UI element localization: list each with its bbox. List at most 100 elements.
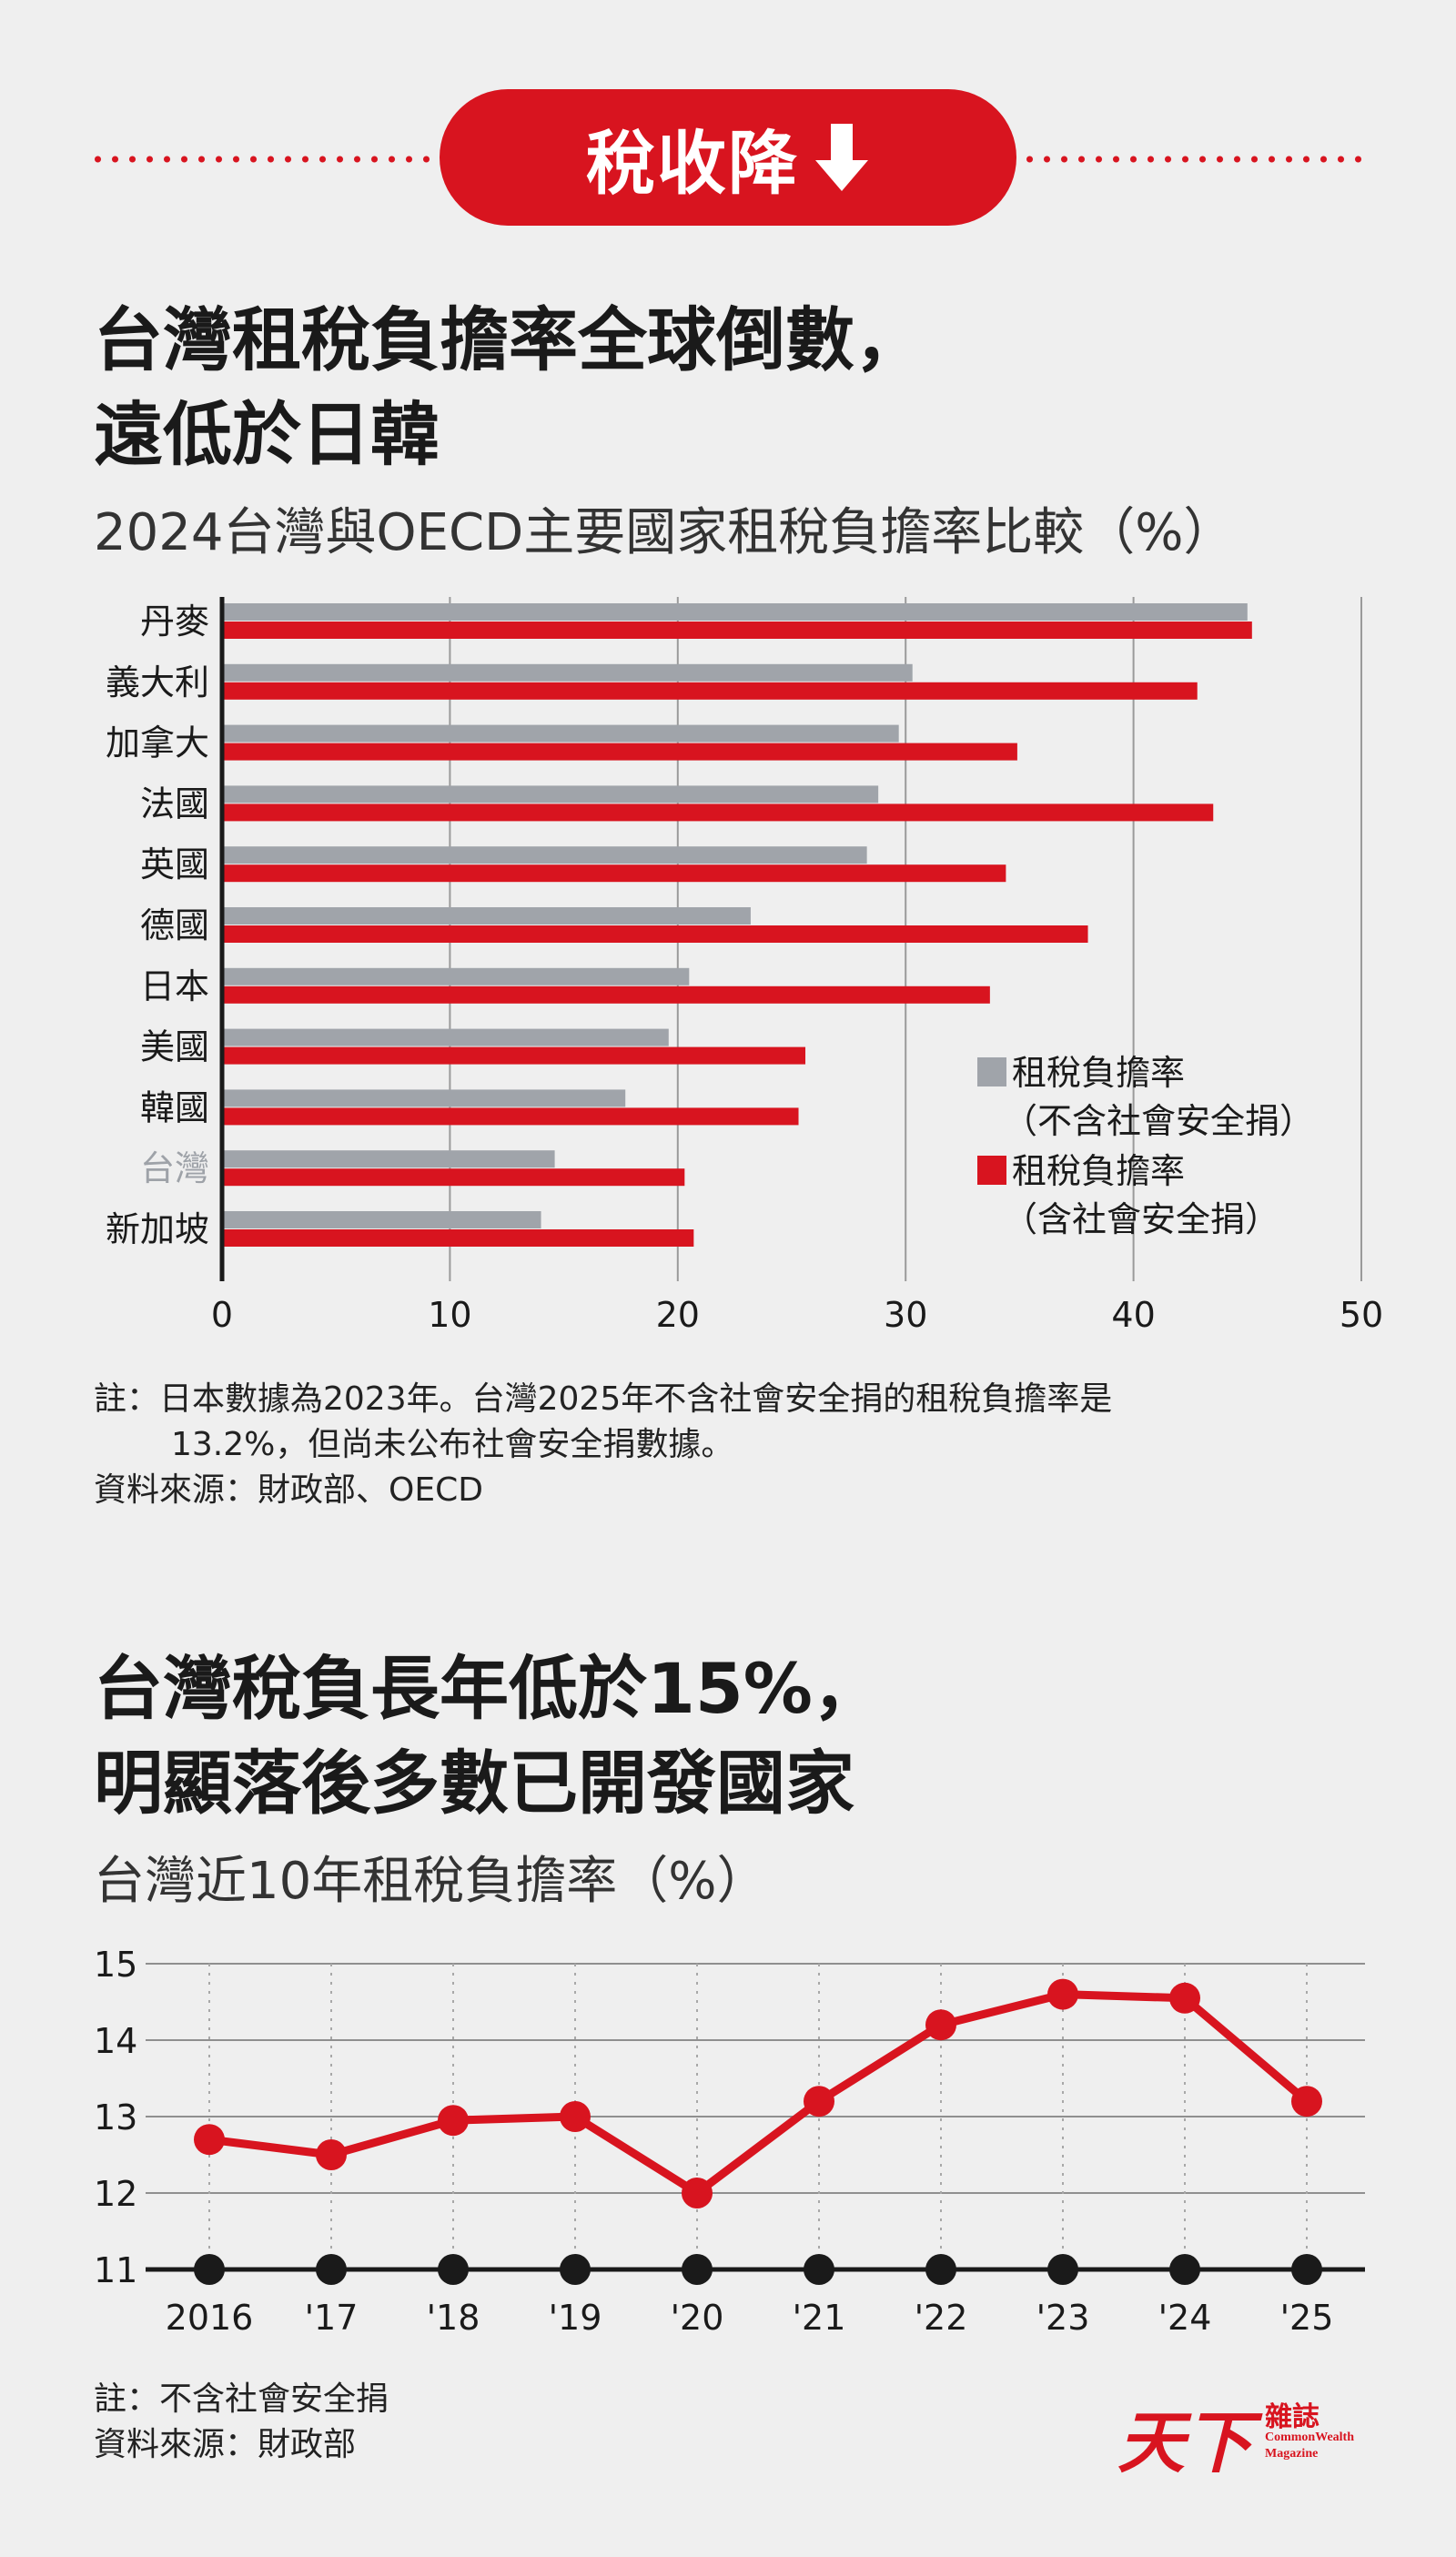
bar-incl-social-security <box>222 682 1198 700</box>
x-axis-dot <box>1047 2254 1078 2285</box>
bar-incl-social-security <box>222 743 1017 761</box>
line-chart: 15 14 13 12 11 2016 '17 '18 '19 '20 '21 '22 '23 '24 '2… <box>94 1945 1365 2338</box>
y-tick-label: 13 <box>94 2097 137 2138</box>
data-point <box>1291 2086 1322 2117</box>
x-tick-label: 40 <box>1111 1295 1155 1335</box>
bar-incl-social-security <box>222 925 1088 943</box>
category-label: 台灣 <box>140 1148 209 1188</box>
legend-label-line2: （含社會安全捐） <box>1003 1199 1279 1239</box>
logo-english-line2: Magazine <box>1265 2447 1319 2461</box>
bar-excl-social-security <box>222 663 913 682</box>
legend-label-line1: 租稅負擔率 <box>1012 1151 1185 1191</box>
x-axis-dot <box>1291 2254 1322 2285</box>
x-tick-label: 10 <box>428 1295 471 1335</box>
x-axis-dot <box>194 2254 225 2285</box>
dotted-rule-left <box>89 155 435 164</box>
bar-incl-social-security <box>222 803 1214 822</box>
bar-excl-social-security <box>222 1211 541 1228</box>
x-tick-label: 0 <box>211 1295 233 1335</box>
category-label: 德國 <box>140 905 209 945</box>
bar-excl-social-security <box>222 1089 626 1107</box>
data-point <box>804 2086 834 2117</box>
chart2-title-line1: 台灣稅負長年低於15%， <box>94 1648 882 1729</box>
data-point <box>1047 1978 1078 2010</box>
bar-excl-social-security <box>222 1150 555 1168</box>
data-point <box>1169 1982 1200 2014</box>
x-axis-dot <box>682 2254 713 2285</box>
x-tick-label: '22 <box>915 2298 968 2338</box>
bar-incl-social-security <box>222 1168 685 1187</box>
category-label: 美國 <box>140 1027 209 1067</box>
legend-swatch <box>977 1057 1006 1086</box>
logo-chinese-small: 雜誌 <box>1265 2401 1320 2433</box>
bar-excl-social-security <box>222 785 879 803</box>
bar-excl-social-security <box>222 1028 669 1046</box>
x-tick-label: '20 <box>671 2298 724 2338</box>
category-label: 丹麥 <box>140 601 209 642</box>
bar-excl-social-security <box>222 603 1248 621</box>
bar-incl-social-security <box>222 985 990 1004</box>
bar-excl-social-security <box>222 967 690 985</box>
category-label: 法國 <box>140 783 209 824</box>
bar-excl-social-security <box>222 907 751 925</box>
legend-swatch <box>977 1156 1006 1185</box>
category-label: 新加坡 <box>106 1209 209 1249</box>
category-label: 日本 <box>140 966 209 1006</box>
x-tick-label: '25 <box>1280 2298 1334 2338</box>
x-tick-label: '23 <box>1036 2298 1090 2338</box>
chart1-note-line2: 13.2%，但尚未公布社會安全捐數據。 <box>171 1426 734 1463</box>
y-tick-label: 12 <box>94 2174 137 2214</box>
x-tick-label: 30 <box>884 1295 927 1335</box>
bar-incl-social-security <box>222 622 1252 639</box>
tax-burden-line <box>205 1990 1311 2198</box>
category-label: 韓國 <box>140 1087 209 1127</box>
x-axis-dot <box>1169 2254 1200 2285</box>
category-label: 加拿大 <box>106 723 209 763</box>
chart1-subtitle: 2024台灣與OECD主要國家租稅負擔率比較（%） <box>94 503 1235 562</box>
x-tick-label: 50 <box>1340 1295 1383 1335</box>
y-tick-label: 15 <box>94 1945 137 1985</box>
bar-incl-social-security <box>222 1229 694 1247</box>
x-axis-dot <box>804 2254 834 2285</box>
x-tick-label: '17 <box>305 2298 359 2338</box>
down-arrow-icon <box>815 124 868 191</box>
legend-label-line2: （不含社會安全捐） <box>1003 1101 1314 1141</box>
x-tick-label: '21 <box>793 2298 846 2338</box>
x-axis-dot <box>925 2254 956 2285</box>
chart2-title-line2: 明顯落後多數已開發國家 <box>94 1743 854 1824</box>
x-axis-dot <box>438 2254 469 2285</box>
bar-incl-social-security <box>222 864 1006 883</box>
legend-label-line1: 租稅負擔率 <box>1012 1053 1185 1093</box>
chart1-source: 資料來源：財政部、OECD <box>94 1471 483 1509</box>
dotted-rule-right <box>1021 155 1367 164</box>
bar-excl-social-security <box>222 724 899 743</box>
banner-pill: 稅收降 <box>440 89 1016 226</box>
x-axis-dot <box>316 2254 347 2285</box>
chart1-title-line2: 遠低於日韓 <box>94 394 440 475</box>
logo-chinese-big: 天下 <box>1117 2404 1252 2482</box>
chart1-note-line1: 註：日本數據為2023年。台灣2025年不含社會安全捐的租稅負擔率是 <box>94 1380 1113 1418</box>
banner-text: 稅收降 <box>586 123 799 204</box>
data-point <box>925 2009 956 2041</box>
x-tick-label: '19 <box>549 2298 602 2338</box>
chart2-subtitle: 台灣近10年租稅負擔率（%） <box>94 1852 768 1911</box>
data-point <box>316 2139 347 2170</box>
data-point <box>438 2105 469 2137</box>
logo-english-line1: CommonWealth <box>1265 2431 1354 2444</box>
x-tick-label: '18 <box>427 2298 480 2338</box>
data-point <box>560 2101 591 2132</box>
bar-incl-social-security <box>222 1107 799 1126</box>
data-point <box>194 2124 225 2156</box>
x-tick-label: '24 <box>1158 2298 1212 2338</box>
category-label: 英國 <box>140 844 209 884</box>
x-tick-label: 20 <box>656 1295 700 1335</box>
y-tick-label: 14 <box>94 2021 137 2061</box>
commonwealth-logo: 天下 雜誌 CommonWealth Magazine <box>1117 2389 1372 2482</box>
chart2-note: 註：不含社會安全捐 <box>94 2380 389 2418</box>
x-tick-label: 2016 <box>166 2298 254 2338</box>
category-label: 義大利 <box>106 662 209 702</box>
y-tick-label: 11 <box>94 2250 137 2290</box>
bar-excl-social-security <box>222 846 867 864</box>
chart1-title-line1: 台灣租稅負擔率全球倒數， <box>94 299 924 380</box>
